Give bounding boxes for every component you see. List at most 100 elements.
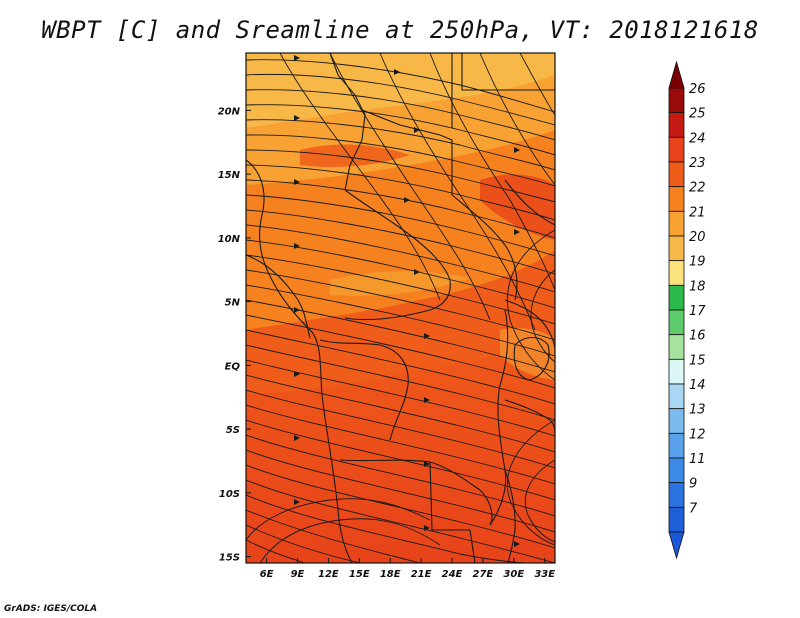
arrowhead xyxy=(424,525,430,531)
streamline xyxy=(246,254,555,325)
colorbar-label: 18 xyxy=(689,279,706,294)
streamline xyxy=(279,53,441,301)
streamline xyxy=(246,524,361,563)
streamline xyxy=(246,73,555,126)
border-drc-east xyxy=(489,309,509,526)
field-level-22-region xyxy=(246,130,555,330)
colorbar-label: 11 xyxy=(689,452,706,467)
arrowhead xyxy=(294,499,300,505)
colorbar-label: 7 xyxy=(689,501,698,516)
colorbar-swatch xyxy=(668,408,685,434)
lon-tick-label: 9E xyxy=(291,569,305,580)
streamline xyxy=(246,464,555,549)
lon-tick-label: 12E xyxy=(318,569,339,580)
arrowhead xyxy=(294,307,300,313)
map-frame xyxy=(245,52,556,564)
streamline xyxy=(246,434,555,517)
colorbar-label: 24 xyxy=(689,131,706,146)
field-level-24-patch xyxy=(480,174,555,240)
streamline xyxy=(246,494,526,563)
lat-tick-label: 15S xyxy=(219,553,240,564)
streamline xyxy=(246,374,555,453)
arrowhead xyxy=(294,243,300,249)
colorbar-label: 9 xyxy=(689,477,697,492)
border-ethiopia xyxy=(504,179,555,226)
arrowhead xyxy=(424,397,430,403)
streamline xyxy=(246,539,306,563)
border-south-sudan xyxy=(451,194,518,301)
lon-tick-label: 30E xyxy=(503,569,524,580)
arrowhead xyxy=(514,229,520,235)
colorbar-swatch xyxy=(668,358,685,385)
streamline xyxy=(246,389,555,469)
streamline xyxy=(246,479,555,563)
border-drc-south xyxy=(339,459,493,526)
country-borders xyxy=(246,53,555,563)
colorbar-bottom-arrow xyxy=(668,531,685,560)
colorbar-swatch xyxy=(668,383,685,410)
lon-tick-label: 27E xyxy=(473,569,494,580)
arrowhead xyxy=(394,69,400,75)
streamline xyxy=(246,134,555,187)
streamline xyxy=(506,419,555,546)
streamline xyxy=(246,149,555,203)
colorbar-label: 21 xyxy=(689,205,706,220)
streamline xyxy=(246,404,555,485)
arrowhead xyxy=(294,371,300,377)
streamline xyxy=(246,299,555,373)
lat-tick-label: 5N xyxy=(225,298,241,309)
colorbar-label: 13 xyxy=(689,403,706,418)
lat-tick-label: 10N xyxy=(218,234,241,245)
border-car xyxy=(344,189,451,321)
streamline xyxy=(246,284,555,357)
grads-credit: GrADS: IGES/COLA xyxy=(4,604,98,614)
colorbar-swatch xyxy=(668,112,685,138)
colorbar-swatch xyxy=(668,210,685,237)
border-chad-sudan xyxy=(361,109,453,195)
colorbar-swatch xyxy=(668,186,685,212)
border-lake-victoria xyxy=(513,336,550,381)
border-nigeria-cameroon xyxy=(246,254,311,339)
colorbar-swatch xyxy=(668,136,685,163)
arrowhead xyxy=(294,115,300,121)
streamline xyxy=(329,53,491,321)
streamlines xyxy=(246,53,555,563)
arrowhead xyxy=(424,333,430,339)
colorbar-label: 14 xyxy=(689,378,706,393)
coastline-west-africa xyxy=(246,159,353,563)
colorbar-label: 20 xyxy=(689,230,706,245)
streamline xyxy=(259,518,441,563)
streamline xyxy=(246,314,555,389)
lat-tick-label: 10S xyxy=(219,489,240,500)
colorbar-swatch xyxy=(668,260,685,286)
colorbar-swatch xyxy=(668,87,685,114)
lon-tick-label: 21E xyxy=(411,569,432,580)
colorbar-label: 26 xyxy=(689,82,706,97)
streamline xyxy=(429,53,555,291)
longitude-axis: 6E 9E 12E 15E 18E 21E 24E 27E 30E 33E xyxy=(260,558,555,580)
lon-tick-label: 33E xyxy=(534,569,555,580)
wbpt-field xyxy=(246,53,555,563)
border-libya-egypt xyxy=(461,53,555,91)
colorbar-swatch xyxy=(668,284,685,311)
colorbar-swatch xyxy=(668,432,685,459)
arrowhead xyxy=(514,541,520,547)
lon-tick-label: 24E xyxy=(442,569,463,580)
streamline xyxy=(246,498,431,541)
colorbar-swatch xyxy=(668,309,685,336)
lon-tick-label: 18E xyxy=(380,569,401,580)
arrowhead xyxy=(404,197,410,203)
arrowhead xyxy=(514,147,520,153)
streamline xyxy=(479,53,555,186)
arrowhead xyxy=(294,179,300,185)
arrowhead xyxy=(294,435,300,441)
streamline xyxy=(246,359,555,437)
map-title: WBPT [C] and Sreamline at 250hPa, VT: 20… xyxy=(41,16,759,44)
colorbar-label: 19 xyxy=(689,255,706,270)
streamline xyxy=(246,164,555,221)
streamline-arrows xyxy=(294,55,520,547)
streamline xyxy=(246,344,555,421)
streamline xyxy=(246,509,421,563)
streamline xyxy=(246,209,555,275)
lon-tick-label: 15E xyxy=(349,569,370,580)
